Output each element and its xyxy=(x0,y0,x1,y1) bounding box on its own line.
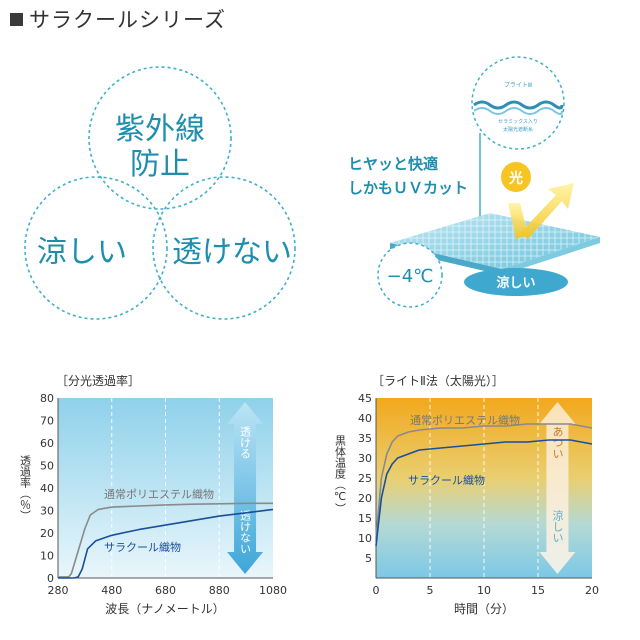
light-arrow-out xyxy=(520,183,574,239)
lead-line1: ヒヤッと快適 xyxy=(348,155,438,173)
cool-badge xyxy=(464,268,568,296)
series-line-1 xyxy=(58,508,274,579)
y-tick-label: 20 xyxy=(358,492,372,505)
lead-line2: しかもＵＶカット xyxy=(348,179,468,197)
venn-circle-right xyxy=(152,176,296,320)
arrow-label-bottom: 透けない xyxy=(239,510,252,554)
arrow-label-top: あつい xyxy=(551,426,564,459)
zoom-label-bottom-1: セラミックス入り xyxy=(498,119,538,125)
chart2-series-label-1: サラクール織物 xyxy=(408,473,485,487)
chart2-ylabel: 黒体温度（℃） xyxy=(334,435,347,514)
chart2-xlabel: 時間（分） xyxy=(454,602,514,616)
double-arrow xyxy=(539,402,576,574)
x-tick-label: 15 xyxy=(531,584,545,597)
fabric-illustration: ブライトⅢ セラミックス入り 太陽光遮断糸 ヒヤッと快適 しかもＵＶカット 光 … xyxy=(348,56,600,308)
y-tick-label: 60 xyxy=(40,437,54,450)
y-tick-label: 50 xyxy=(40,460,54,473)
arrow-label-bottom: 涼しい xyxy=(551,509,564,543)
y-tick-label: 15 xyxy=(358,512,372,525)
page-title: サラクールシリーズ xyxy=(10,4,226,34)
x-tick-label: 880 xyxy=(209,584,230,597)
y-tick-label: 25 xyxy=(358,472,372,485)
x-tick-label: 20 xyxy=(585,584,599,597)
chart1-ylabel: 透過率（％） xyxy=(19,455,32,521)
series-line-0 xyxy=(58,502,273,578)
light-badge xyxy=(501,162,531,192)
light-badge-label: 光 xyxy=(508,170,523,187)
x-tick-label: 680 xyxy=(155,584,176,597)
venn-right-label: 透けない xyxy=(172,235,292,270)
y-tick-label: 10 xyxy=(40,550,54,563)
arrow-label-top: 透ける xyxy=(239,426,252,459)
x-tick-label: 1080 xyxy=(259,584,287,597)
y-tick-label: 45 xyxy=(358,392,372,405)
y-tick-label: 0 xyxy=(47,572,54,585)
y-tick-label: 30 xyxy=(358,452,372,465)
page-title-text: サラクールシリーズ xyxy=(29,8,226,32)
y-tick-label: 40 xyxy=(358,412,372,425)
venn-circle-top xyxy=(88,66,232,210)
y-tick-label: 30 xyxy=(40,505,54,518)
y-tick-label: 10 xyxy=(358,532,372,545)
zoom-fiber-layer xyxy=(473,100,564,110)
y-tick-label: 35 xyxy=(358,432,372,445)
cool-badge-label: 涼しい xyxy=(496,275,535,291)
temp-badge-label: −4℃ xyxy=(387,266,434,287)
y-tick-label: 70 xyxy=(40,415,54,428)
chart2-title: ［ライトⅡ法（太陽光）］ xyxy=(372,373,504,388)
y-tick-label: 80 xyxy=(40,392,54,405)
x-tick-label: 10 xyxy=(477,584,491,597)
y-tick-label: 5 xyxy=(365,552,372,565)
venn-circle-left xyxy=(24,176,168,320)
series-line-0 xyxy=(375,423,593,539)
square-bullet-icon xyxy=(10,13,23,26)
venn-diagram: 紫外線 防止 涼しい 透けない xyxy=(24,66,296,320)
x-tick-label: 280 xyxy=(48,584,69,597)
zoom-label-bottom-2: 太陽光遮断糸 xyxy=(503,126,533,133)
venn-top-line1: 紫外線 xyxy=(115,112,205,147)
venn-top-line2: 防止 xyxy=(130,147,190,182)
double-arrow xyxy=(227,402,264,574)
chart1-title: ［分光透過率］ xyxy=(56,373,140,388)
x-tick-label: 5 xyxy=(427,584,434,597)
zoom-label-top: ブライトⅢ xyxy=(504,81,532,89)
chart1-series-label-1: サラクール織物 xyxy=(104,540,181,554)
series-line-1 xyxy=(375,439,593,547)
chart2-series-label-0: 通常ポリエステル織物 xyxy=(410,413,520,427)
y-tick-label: 40 xyxy=(40,482,54,495)
venn-left-label: 涼しい xyxy=(37,235,127,270)
chart1-series-label-0: 通常ポリエステル織物 xyxy=(104,487,214,501)
x-tick-label: 0 xyxy=(373,584,380,597)
chart1-xlabel: 波長（ナノメートル） xyxy=(105,602,224,616)
x-tick-label: 480 xyxy=(101,584,122,597)
temp-badge xyxy=(377,242,443,308)
y-tick-label: 20 xyxy=(40,527,54,540)
